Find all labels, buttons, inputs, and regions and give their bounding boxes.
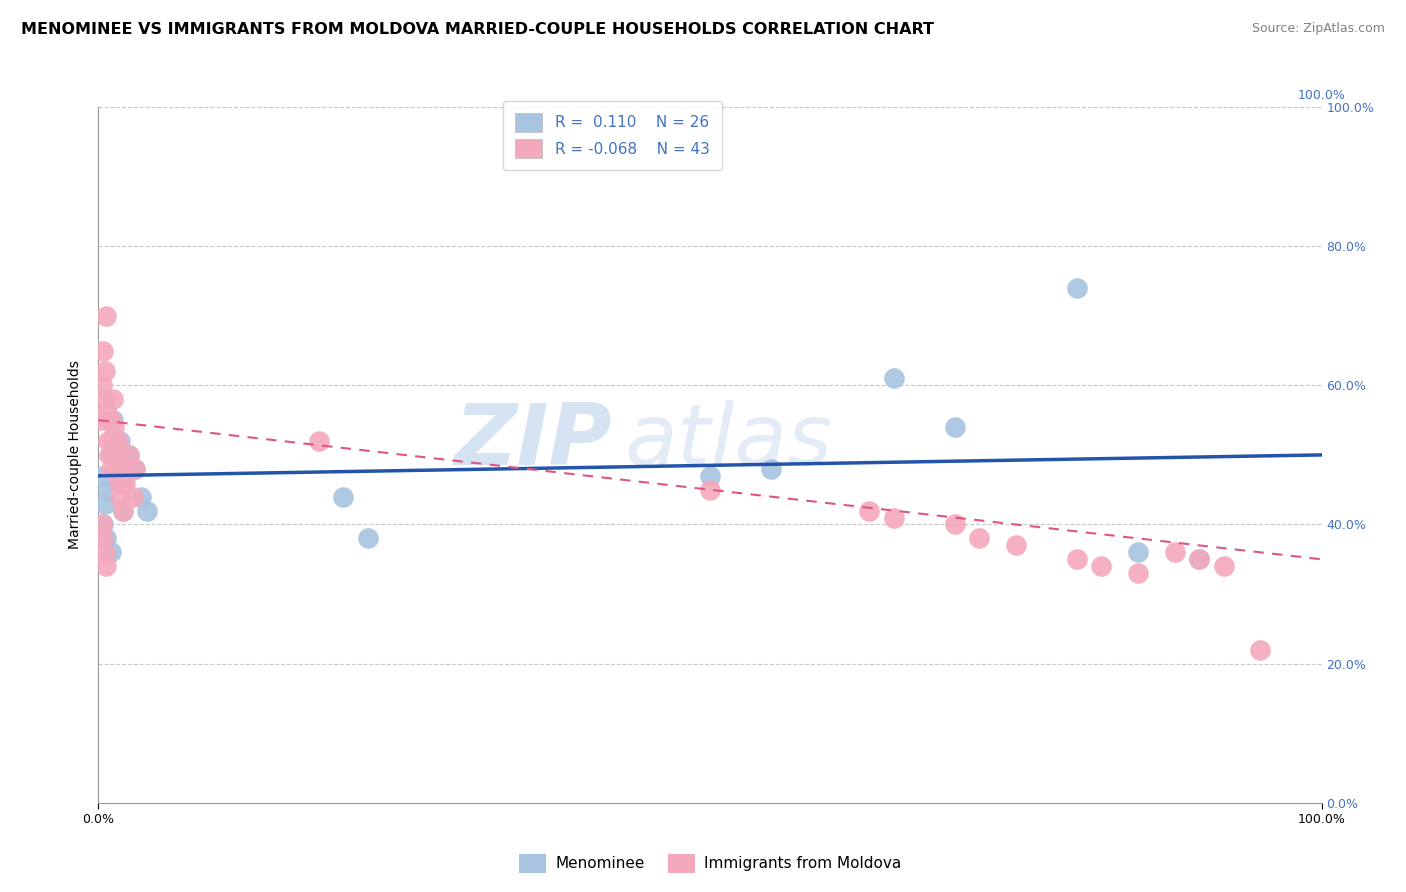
Point bbox=[101, 434, 124, 448]
Point bbox=[1164, 545, 1187, 559]
Point bbox=[105, 462, 128, 476]
Point bbox=[91, 517, 114, 532]
Point bbox=[761, 462, 783, 476]
Point bbox=[96, 406, 118, 420]
Text: atlas: atlas bbox=[624, 400, 832, 483]
Point bbox=[111, 503, 134, 517]
Point bbox=[100, 545, 122, 559]
Point bbox=[93, 392, 115, 407]
Point bbox=[105, 462, 128, 476]
Point bbox=[111, 475, 134, 490]
Point bbox=[111, 462, 134, 476]
Point bbox=[124, 462, 146, 476]
Point bbox=[101, 413, 124, 427]
Point bbox=[1128, 566, 1150, 581]
Point bbox=[121, 490, 143, 504]
Point bbox=[105, 475, 128, 490]
Point bbox=[97, 434, 120, 448]
Point bbox=[94, 309, 117, 323]
Point bbox=[699, 483, 721, 497]
Point bbox=[118, 448, 141, 462]
Point bbox=[1250, 642, 1272, 657]
Point bbox=[93, 545, 115, 559]
Point bbox=[858, 503, 880, 517]
Point bbox=[1188, 552, 1211, 566]
Point bbox=[1004, 538, 1026, 552]
Point bbox=[91, 517, 114, 532]
Point bbox=[967, 532, 990, 546]
Point bbox=[107, 434, 129, 448]
Point bbox=[108, 475, 131, 490]
Point bbox=[118, 448, 141, 462]
Point bbox=[93, 497, 115, 511]
Text: MENOMINEE VS IMMIGRANTS FROM MOLDOVA MARRIED-COUPLE HOUSEHOLDS CORRELATION CHART: MENOMINEE VS IMMIGRANTS FROM MOLDOVA MAR… bbox=[21, 22, 934, 37]
Point bbox=[94, 532, 117, 546]
Point bbox=[104, 448, 127, 462]
Point bbox=[111, 503, 134, 517]
Point bbox=[1066, 281, 1088, 295]
Point bbox=[699, 468, 721, 483]
Point bbox=[97, 483, 120, 497]
Point bbox=[110, 434, 132, 448]
Point bbox=[91, 532, 114, 546]
Point bbox=[124, 462, 146, 476]
Point bbox=[94, 559, 117, 574]
Point bbox=[98, 448, 121, 462]
Point bbox=[308, 434, 330, 448]
Point bbox=[91, 378, 114, 392]
Point bbox=[101, 392, 124, 407]
Point bbox=[883, 371, 905, 385]
Point bbox=[943, 420, 966, 434]
Point bbox=[356, 532, 378, 546]
Point bbox=[103, 420, 125, 434]
Point bbox=[1066, 552, 1088, 566]
Point bbox=[1128, 545, 1150, 559]
Point bbox=[91, 343, 114, 358]
Point bbox=[136, 503, 159, 517]
Point bbox=[100, 462, 122, 476]
Point bbox=[883, 510, 905, 524]
Point bbox=[129, 490, 152, 504]
Legend: Menominee, Immigrants from Moldova: Menominee, Immigrants from Moldova bbox=[512, 847, 908, 879]
Point bbox=[332, 490, 354, 504]
Point bbox=[90, 413, 112, 427]
Text: ZIP: ZIP bbox=[454, 400, 612, 483]
Y-axis label: Married-couple Households: Married-couple Households bbox=[69, 360, 83, 549]
Point bbox=[1090, 559, 1112, 574]
Point bbox=[110, 490, 132, 504]
Point bbox=[1212, 559, 1234, 574]
Point bbox=[943, 517, 966, 532]
Point bbox=[91, 468, 114, 483]
Point bbox=[1188, 552, 1211, 566]
Point bbox=[100, 413, 122, 427]
Point bbox=[114, 475, 136, 490]
Text: Source: ZipAtlas.com: Source: ZipAtlas.com bbox=[1251, 22, 1385, 36]
Point bbox=[93, 364, 115, 378]
Point bbox=[100, 448, 122, 462]
